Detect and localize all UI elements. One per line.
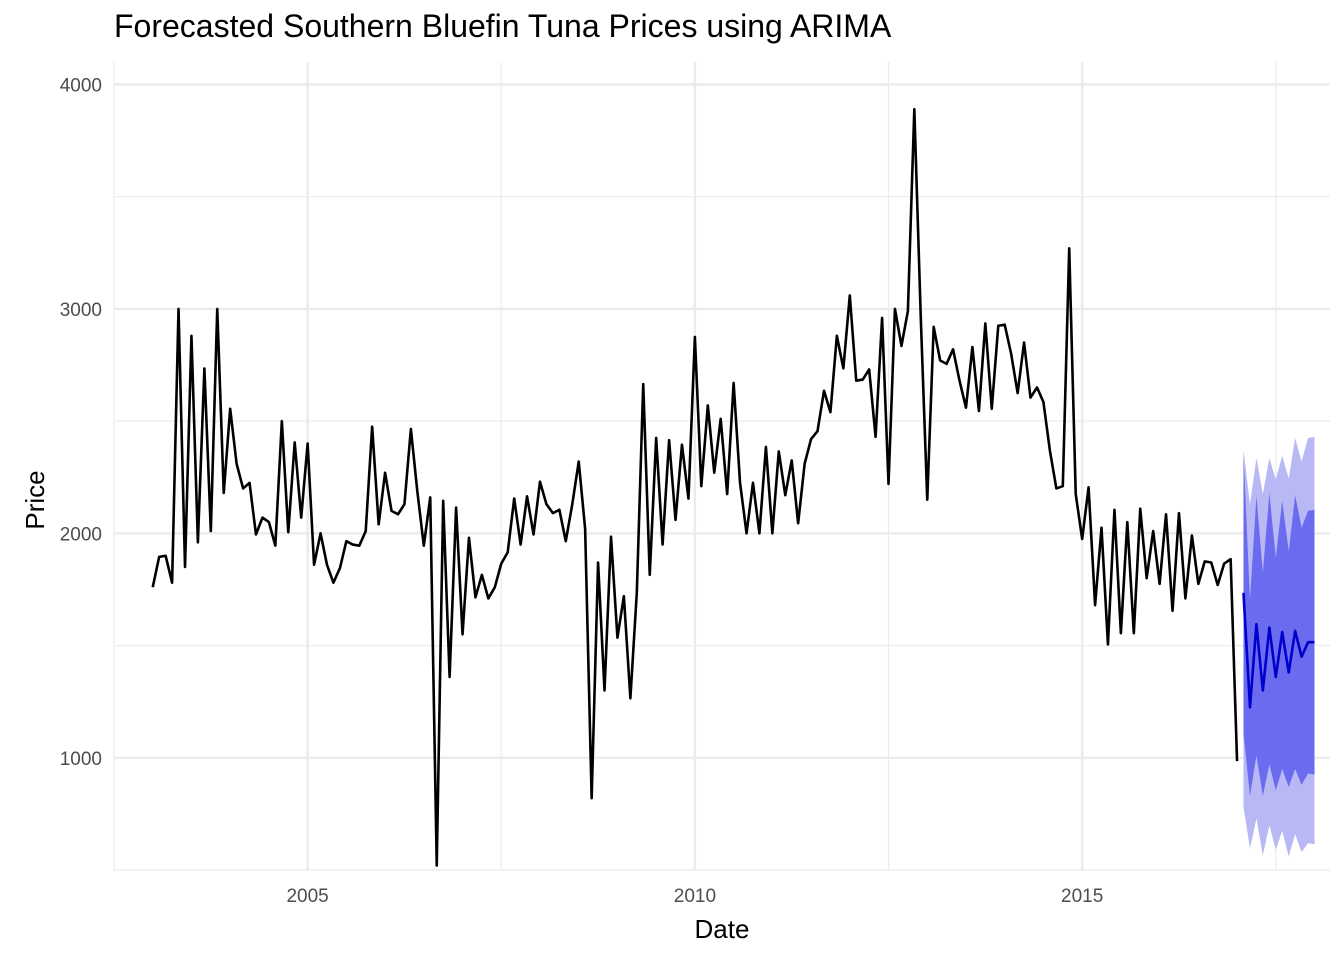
x-axis-label: Date	[694, 914, 750, 944]
forecast-series-line	[1242, 592, 1315, 709]
x-tick-label: 2015	[1061, 886, 1103, 907]
y-tick-label: 4000	[60, 75, 102, 96]
chart-title: Forecasted Southern Bluefin Tuna Prices …	[114, 8, 892, 44]
y-tick-label: 2000	[60, 524, 102, 545]
x-tick-label: 2005	[286, 886, 328, 907]
forecast-band-80	[1243, 453, 1315, 796]
y-tick-label: 3000	[60, 300, 102, 321]
x-tick-label: 2010	[674, 886, 716, 907]
y-axis-label: Price	[20, 470, 51, 530]
y-tick-label: 1000	[60, 749, 102, 770]
history-series-line	[151, 107, 1239, 867]
